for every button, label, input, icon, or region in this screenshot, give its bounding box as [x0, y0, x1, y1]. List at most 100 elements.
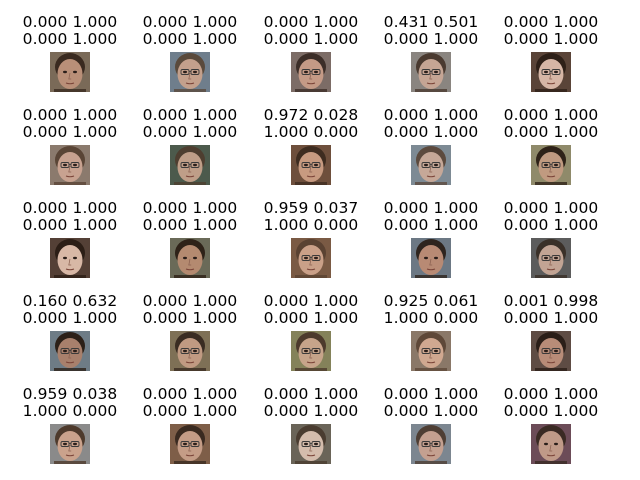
score-line-2: 0.000 1.000 — [142, 402, 238, 420]
face-thumbnail — [291, 424, 331, 464]
score-line-1: 0.000 1.000 — [503, 385, 599, 403]
score-line-2: 0.000 1.000 — [263, 30, 359, 48]
face-thumbnail — [531, 52, 571, 92]
face-thumbnail — [531, 424, 571, 464]
face-cell: 0.000 1.000 0.000 1.000 — [130, 293, 250, 385]
score-line-1: 0.959 0.038 — [22, 385, 118, 403]
score-line-1: 0.000 1.000 — [503, 13, 599, 31]
score-line-2: 0.000 1.000 — [142, 309, 238, 327]
score-line-1: 0.160 0.632 — [22, 292, 118, 310]
face-photo — [170, 52, 210, 92]
face-cell: 0.959 0.037 1.000 0.000 — [251, 200, 371, 292]
face-photo — [411, 424, 451, 464]
score-line-2: 0.000 1.000 — [383, 402, 479, 420]
face-cell: 0.000 1.000 0.000 1.000 — [251, 14, 371, 106]
score-line-1: 0.972 0.028 — [263, 106, 359, 124]
score-line-2: 1.000 0.000 — [263, 216, 359, 234]
score-line-2: 0.000 1.000 — [503, 309, 599, 327]
score-line-1: 0.000 1.000 — [142, 385, 238, 403]
face-cell: 0.925 0.061 1.000 0.000 — [371, 293, 491, 385]
face-photo — [411, 52, 451, 92]
face-cell: 0.001 0.998 0.000 1.000 — [491, 293, 611, 385]
face-photo — [291, 145, 331, 185]
score-line-2: 0.000 1.000 — [142, 216, 238, 234]
face-photo — [291, 238, 331, 278]
face-thumbnail — [170, 52, 210, 92]
face-photo — [170, 331, 210, 371]
score-line-2: 1.000 0.000 — [383, 309, 479, 327]
face-cell: 0.000 1.000 0.000 1.000 — [130, 386, 250, 478]
face-photo — [411, 145, 451, 185]
score-line-1: 0.431 0.501 — [383, 13, 479, 31]
face-thumbnail — [170, 238, 210, 278]
face-cell: 0.000 1.000 0.000 1.000 — [491, 14, 611, 106]
score-line-1: 0.000 1.000 — [263, 385, 359, 403]
score-line-2: 0.000 1.000 — [142, 30, 238, 48]
face-cell: 0.000 1.000 0.000 1.000 — [371, 386, 491, 478]
face-photo — [170, 238, 210, 278]
face-photo — [531, 331, 571, 371]
score-line-2: 0.000 1.000 — [22, 123, 118, 141]
score-line-1: 0.000 1.000 — [383, 385, 479, 403]
score-line-1: 0.000 1.000 — [263, 292, 359, 310]
face-cell: 0.000 1.000 0.000 1.000 — [130, 107, 250, 199]
face-thumbnail — [291, 238, 331, 278]
face-thumbnail — [411, 424, 451, 464]
score-line-2: 0.000 1.000 — [503, 402, 599, 420]
face-photo — [170, 145, 210, 185]
score-line-1: 0.000 1.000 — [142, 106, 238, 124]
score-line-1: 0.925 0.061 — [383, 292, 479, 310]
face-cell: 0.000 1.000 0.000 1.000 — [251, 386, 371, 478]
score-line-2: 0.000 1.000 — [503, 30, 599, 48]
face-cell: 0.000 1.000 0.000 1.000 — [371, 107, 491, 199]
face-cell: 0.000 1.000 0.000 1.000 — [491, 200, 611, 292]
face-thumbnail — [531, 331, 571, 371]
face-photo — [291, 52, 331, 92]
face-photo — [531, 424, 571, 464]
score-line-2: 1.000 0.000 — [263, 123, 359, 141]
face-thumbnail — [50, 238, 90, 278]
face-cell: 0.972 0.028 1.000 0.000 — [251, 107, 371, 199]
score-line-1: 0.000 1.000 — [383, 199, 479, 217]
face-photo — [531, 52, 571, 92]
score-line-1: 0.000 1.000 — [142, 199, 238, 217]
face-photo — [50, 145, 90, 185]
score-line-1: 0.000 1.000 — [142, 292, 238, 310]
face-thumbnail — [411, 52, 451, 92]
score-line-2: 0.000 1.000 — [503, 216, 599, 234]
face-thumbnail — [411, 238, 451, 278]
face-thumbnail — [170, 424, 210, 464]
score-line-1: 0.000 1.000 — [22, 199, 118, 217]
face-cell: 0.000 1.000 0.000 1.000 — [10, 200, 130, 292]
face-thumbnail — [50, 424, 90, 464]
face-photo — [170, 424, 210, 464]
face-thumbnail — [531, 145, 571, 185]
face-photo — [531, 238, 571, 278]
face-photo — [50, 424, 90, 464]
face-thumbnail — [170, 145, 210, 185]
face-cell: 0.000 1.000 0.000 1.000 — [371, 200, 491, 292]
score-line-1: 0.000 1.000 — [263, 13, 359, 31]
score-line-2: 1.000 0.000 — [22, 402, 118, 420]
face-thumbnail — [50, 145, 90, 185]
score-line-2: 0.000 1.000 — [503, 123, 599, 141]
score-line-1: 0.000 1.000 — [22, 106, 118, 124]
score-line-2: 0.000 1.000 — [22, 216, 118, 234]
face-photo — [50, 238, 90, 278]
score-line-1: 0.000 1.000 — [503, 199, 599, 217]
face-thumbnail — [50, 331, 90, 371]
score-line-2: 0.000 1.000 — [383, 30, 479, 48]
face-thumbnail — [291, 145, 331, 185]
face-photo — [411, 331, 451, 371]
score-line-2: 0.000 1.000 — [22, 309, 118, 327]
face-cell: 0.959 0.038 1.000 0.000 — [10, 386, 130, 478]
score-line-2: 0.000 1.000 — [22, 30, 118, 48]
face-cell: 0.431 0.501 0.000 1.000 — [371, 14, 491, 106]
face-photo — [50, 52, 90, 92]
score-line-1: 0.000 1.000 — [142, 13, 238, 31]
face-photo — [531, 145, 571, 185]
face-photo — [50, 331, 90, 371]
face-cell: 0.000 1.000 0.000 1.000 — [10, 14, 130, 106]
face-photo — [291, 424, 331, 464]
